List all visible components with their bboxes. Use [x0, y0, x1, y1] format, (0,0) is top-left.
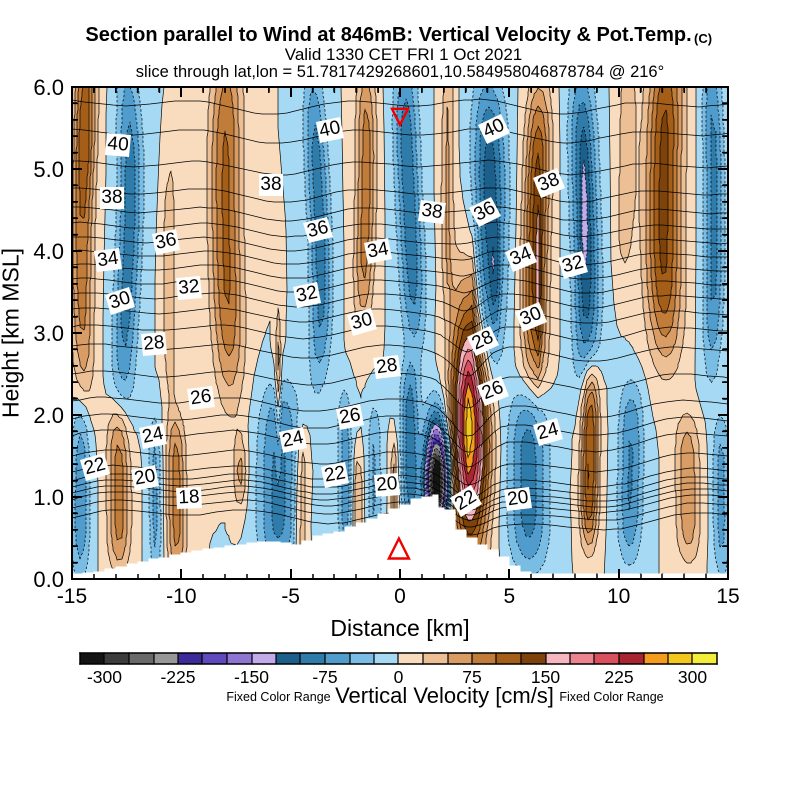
svg-text:5: 5 [503, 585, 515, 608]
svg-text:24: 24 [140, 423, 165, 448]
svg-text:Distance [km]: Distance [km] [330, 615, 469, 641]
svg-text:1.0: 1.0 [33, 485, 64, 510]
svg-text:38: 38 [101, 187, 122, 208]
svg-text:-5: -5 [281, 585, 300, 608]
svg-text:-150: -150 [234, 667, 269, 687]
svg-text:4.0: 4.0 [33, 239, 64, 264]
svg-text:36: 36 [305, 217, 331, 242]
svg-text:Fixed Color Range: Fixed Color Range [226, 690, 330, 704]
svg-text:20: 20 [506, 487, 530, 511]
svg-text:20: 20 [133, 465, 157, 489]
svg-text:5.0: 5.0 [33, 157, 64, 182]
svg-text:(C): (C) [694, 31, 712, 46]
svg-text:Height [km MSL]: Height [km MSL] [0, 248, 24, 418]
svg-text:34: 34 [366, 238, 391, 262]
svg-text:2.0: 2.0 [33, 403, 64, 428]
svg-text:20: 20 [376, 473, 399, 496]
svg-text:-10: -10 [166, 585, 196, 608]
svg-text:-300: -300 [87, 667, 122, 687]
svg-text:-225: -225 [160, 667, 195, 687]
svg-text:10: 10 [607, 585, 630, 608]
svg-text:Valid 1330 CET FRI 1 Oct 2021: Valid 1330 CET FRI 1 Oct 2021 [285, 45, 523, 64]
svg-text:38: 38 [420, 200, 444, 224]
svg-text:225: 225 [604, 667, 633, 687]
svg-text:34: 34 [96, 247, 120, 271]
svg-text:3.0: 3.0 [33, 321, 64, 346]
svg-text:0.0: 0.0 [33, 567, 64, 592]
svg-text:32: 32 [294, 282, 319, 307]
svg-text:32: 32 [178, 276, 201, 299]
svg-text:26: 26 [338, 404, 362, 428]
svg-text:40: 40 [317, 117, 342, 142]
svg-text:18: 18 [178, 486, 200, 508]
svg-text:Vertical Velocity [cm/s]: Vertical Velocity [cm/s] [335, 683, 554, 708]
svg-text:26: 26 [189, 386, 213, 410]
svg-text:24: 24 [280, 427, 305, 452]
svg-text:38: 38 [260, 174, 281, 195]
svg-text:40: 40 [107, 133, 130, 156]
svg-text:150: 150 [531, 667, 560, 687]
svg-text:28: 28 [143, 332, 166, 355]
svg-text:15: 15 [716, 585, 739, 608]
svg-text:6.0: 6.0 [33, 75, 64, 100]
svg-text:0: 0 [394, 585, 406, 608]
svg-text:0: 0 [394, 667, 404, 687]
svg-text:Fixed Color Range: Fixed Color Range [559, 690, 663, 704]
svg-text:Section parallel to Wind at 84: Section parallel to Wind at 846mB: Verti… [85, 24, 691, 46]
svg-text:36: 36 [153, 229, 178, 254]
svg-text:slice through lat,lon = 51.781: slice through lat,lon = 51.7817429268601… [136, 63, 664, 81]
svg-text:28: 28 [375, 355, 399, 379]
svg-text:300: 300 [678, 667, 707, 687]
svg-text:75: 75 [462, 667, 481, 687]
svg-text:-75: -75 [312, 667, 337, 687]
svg-text:-15: -15 [57, 585, 87, 608]
svg-text:22: 22 [323, 462, 347, 486]
